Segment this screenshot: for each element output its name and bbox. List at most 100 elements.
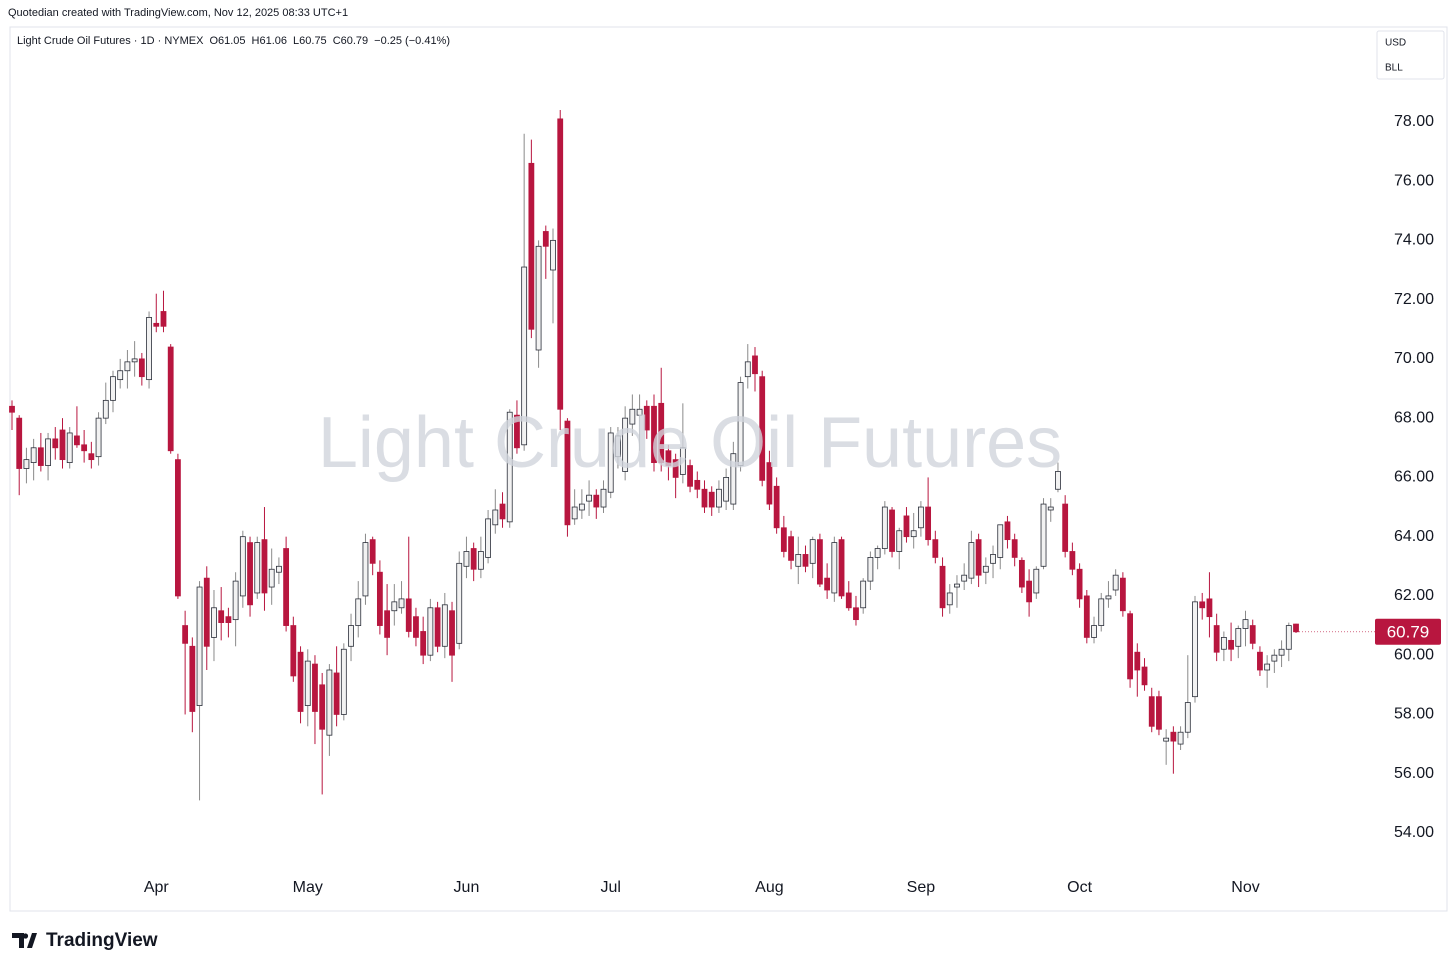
candle-body bbox=[376, 571, 383, 626]
candle-body bbox=[1249, 625, 1256, 644]
candle-body bbox=[138, 358, 145, 378]
candle-body bbox=[463, 551, 470, 567]
x-tick-label: Sep bbox=[907, 879, 936, 896]
candle-body bbox=[297, 651, 304, 712]
candle-body bbox=[405, 598, 412, 632]
candle-body bbox=[247, 542, 253, 606]
candle-body bbox=[564, 420, 571, 526]
candle-body bbox=[196, 586, 203, 706]
candle-body bbox=[795, 554, 802, 567]
candle-body bbox=[578, 503, 585, 511]
candle-body bbox=[268, 568, 275, 588]
candle-body bbox=[968, 542, 975, 579]
candle-body bbox=[586, 494, 592, 502]
candle-body bbox=[694, 479, 701, 490]
y-tick-label: 64.00 bbox=[1394, 528, 1434, 545]
unit: BLL bbox=[1385, 63, 1403, 74]
candle-body bbox=[1141, 666, 1148, 686]
candle-body bbox=[997, 524, 1004, 558]
candle-body bbox=[615, 435, 621, 458]
candle-body bbox=[759, 376, 766, 481]
candle-body bbox=[182, 625, 189, 644]
x-tick-label: Oct bbox=[1067, 879, 1092, 896]
candle-body bbox=[232, 580, 239, 621]
candle-body bbox=[1278, 648, 1285, 656]
x-tick-label: May bbox=[293, 879, 323, 896]
candle-body bbox=[225, 616, 232, 623]
candle-body bbox=[910, 530, 917, 538]
candle-body bbox=[766, 462, 773, 505]
candle-body bbox=[939, 565, 946, 609]
y-tick-label: 58.00 bbox=[1394, 706, 1434, 723]
candle-body bbox=[319, 684, 326, 730]
candle-body bbox=[1192, 601, 1198, 698]
chart-frame bbox=[9, 26, 1448, 912]
last-price-label: 60.79 bbox=[1387, 622, 1430, 641]
candle-body bbox=[780, 527, 787, 552]
candle-body bbox=[896, 530, 903, 552]
candle-body bbox=[1228, 639, 1234, 650]
candle-body bbox=[528, 162, 535, 330]
candle-body bbox=[860, 580, 867, 609]
candle-body bbox=[1062, 503, 1069, 552]
candle-body bbox=[175, 459, 181, 597]
candle-body bbox=[1011, 539, 1018, 558]
candle-body bbox=[881, 506, 888, 549]
candle-body bbox=[903, 515, 910, 538]
candle-body bbox=[708, 491, 715, 508]
candle-body bbox=[340, 648, 347, 715]
candle-body bbox=[1091, 625, 1097, 638]
candle-body bbox=[477, 551, 484, 570]
candle-body bbox=[521, 266, 528, 446]
currency: USD bbox=[1385, 38, 1406, 49]
plot-area bbox=[9, 110, 1379, 834]
candle-body bbox=[643, 405, 650, 431]
y-tick-label: 76.00 bbox=[1394, 172, 1434, 189]
legend: Light Crude Oil Futures · 1D · NYMEX bbox=[17, 35, 204, 47]
candle-body bbox=[1148, 696, 1155, 727]
candle-body bbox=[853, 607, 859, 621]
candle-body bbox=[167, 346, 174, 452]
candle-body bbox=[687, 465, 693, 487]
candle-body bbox=[1069, 551, 1076, 570]
candle-body bbox=[889, 509, 895, 552]
candle-body bbox=[102, 399, 109, 419]
unit-box[interactable] bbox=[1376, 30, 1445, 80]
legend-value: H61.06 bbox=[252, 35, 287, 47]
candle-body bbox=[607, 432, 614, 493]
candle-body bbox=[1199, 601, 1206, 609]
candle-body bbox=[456, 562, 463, 644]
candle-body bbox=[369, 539, 376, 564]
candle-body bbox=[218, 610, 225, 623]
candle-body bbox=[672, 459, 679, 478]
candle-body bbox=[802, 554, 809, 567]
candle-body bbox=[203, 577, 210, 647]
candle-body bbox=[434, 607, 441, 647]
candle-body bbox=[312, 663, 318, 712]
candle-body bbox=[52, 438, 59, 449]
candle-body bbox=[1018, 559, 1025, 588]
candle-body bbox=[651, 405, 657, 463]
candle-body bbox=[1047, 506, 1054, 511]
candle-body bbox=[1033, 568, 1040, 594]
candle-body bbox=[845, 592, 852, 609]
y-tick-label: 70.00 bbox=[1394, 350, 1434, 367]
chart-title: Light Crude Oil Futures · 1D · NYMEX bbox=[17, 35, 204, 47]
candle-body bbox=[1242, 619, 1249, 629]
candle-body bbox=[110, 376, 116, 401]
candle-body bbox=[1004, 521, 1011, 541]
candle-body bbox=[1076, 568, 1083, 600]
candle-body bbox=[809, 539, 816, 564]
candle-body bbox=[752, 355, 758, 375]
candle-body bbox=[737, 382, 744, 466]
candle-body bbox=[153, 322, 160, 327]
y-tick-label: 66.00 bbox=[1394, 469, 1434, 486]
candle-body bbox=[600, 488, 607, 508]
candle-body bbox=[131, 358, 138, 363]
y-tick-label: 74.00 bbox=[1394, 232, 1434, 249]
candle-body bbox=[1163, 737, 1170, 742]
candle-body bbox=[211, 607, 217, 638]
x-tick-label: Nov bbox=[1231, 879, 1259, 896]
candle-body bbox=[817, 539, 823, 585]
candle-body bbox=[1271, 654, 1278, 662]
